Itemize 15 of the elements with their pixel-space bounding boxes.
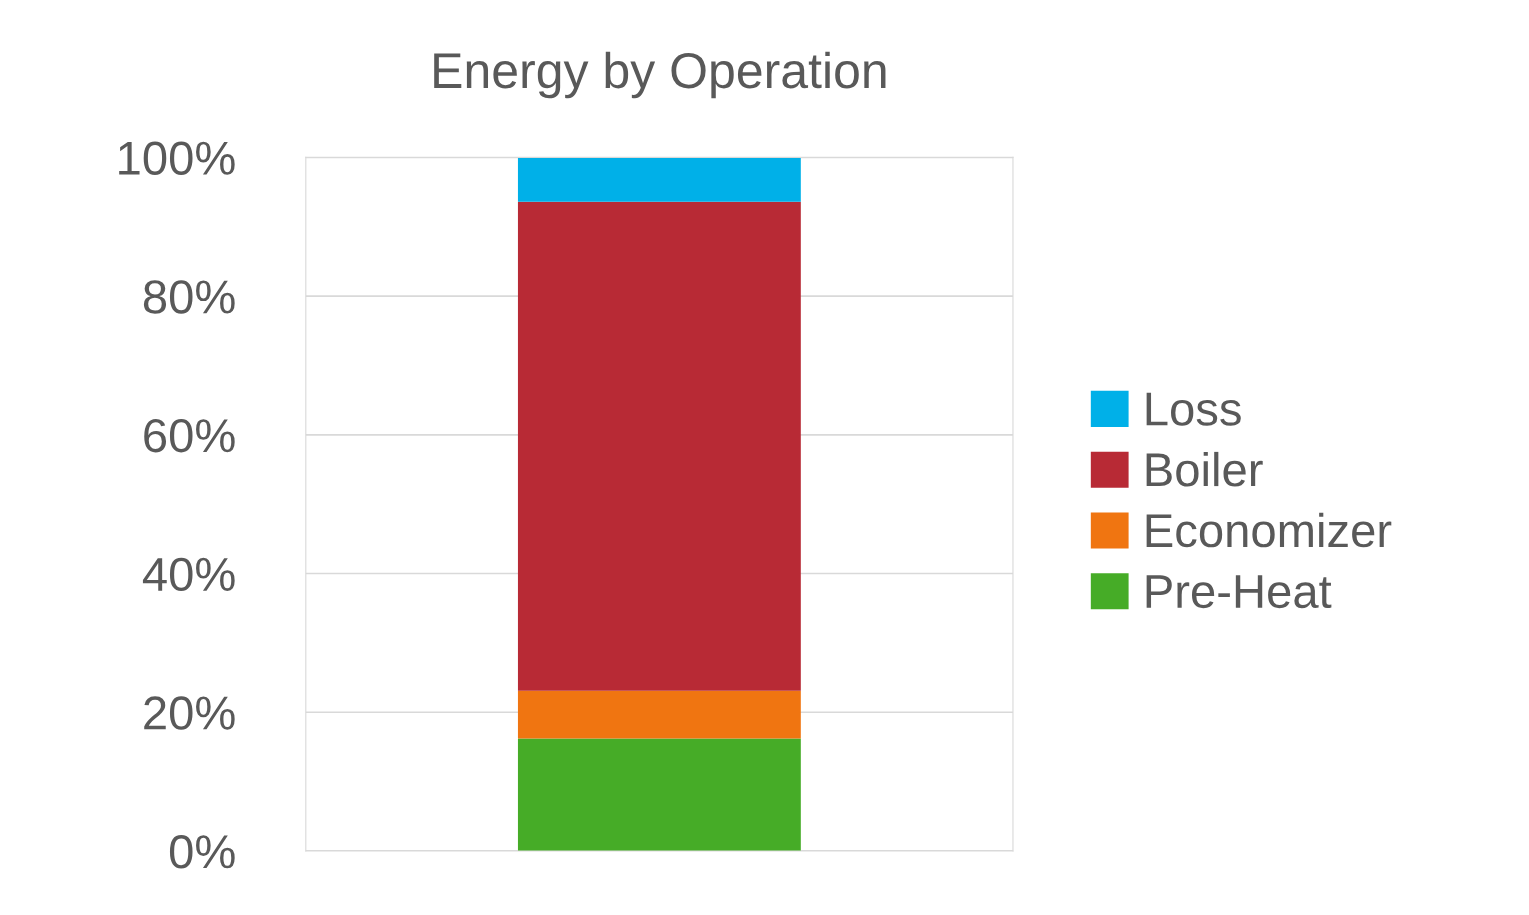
y-tick-label: 0% — [169, 835, 235, 869]
y-tick-label: 60% — [144, 418, 235, 453]
bar — [517, 201, 801, 691]
legend-label: Pre-Heat — [1146, 575, 1332, 609]
bar — [517, 157, 801, 202]
chart-title: Energy by Operation — [434, 51, 886, 99]
legend-label: Economizer — [1146, 512, 1392, 548]
y-tick-label: 100% — [119, 141, 235, 175]
bar — [517, 690, 801, 739]
legend-label: Loss — [1146, 392, 1241, 426]
y-tick-label: 20% — [144, 696, 235, 730]
y-tick-label: 80% — [143, 280, 235, 314]
bar — [517, 738, 801, 851]
y-tick-label: 40% — [142, 557, 235, 592]
legend-label: Boiler — [1146, 451, 1263, 487]
